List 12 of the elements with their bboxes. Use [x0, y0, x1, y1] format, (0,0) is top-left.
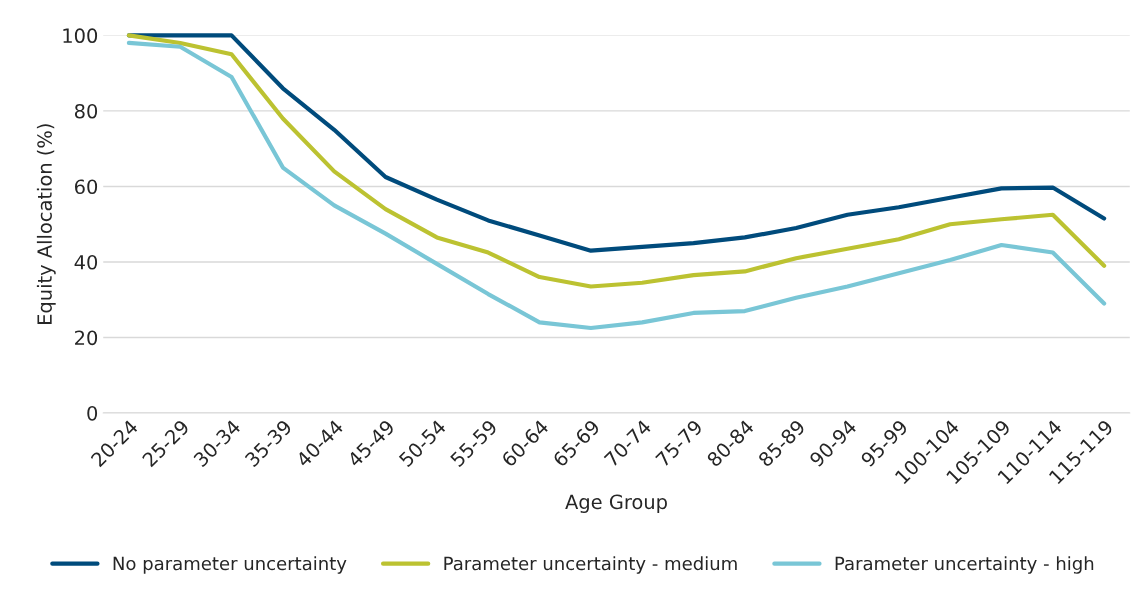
- y-tick-label: 20: [75, 330, 98, 346]
- y-tick-label: 60: [74, 179, 98, 195]
- y-tick-label: 0: [87, 405, 98, 421]
- legend-label: Parameter uncertainty - high: [835, 556, 1094, 574]
- legend-label: Parameter uncertainty - medium: [444, 556, 737, 574]
- x-axis-title: Age Group: [565, 494, 667, 513]
- y-tick-label: 80: [74, 103, 98, 119]
- y-tick-label: 100: [63, 28, 98, 44]
- y-axis-title: Equity Allocation (%): [36, 124, 56, 324]
- legend-label: No parameter uncertainty: [113, 556, 347, 574]
- line-series: [126, 40, 1107, 331]
- y-tick-label: 40: [74, 254, 98, 270]
